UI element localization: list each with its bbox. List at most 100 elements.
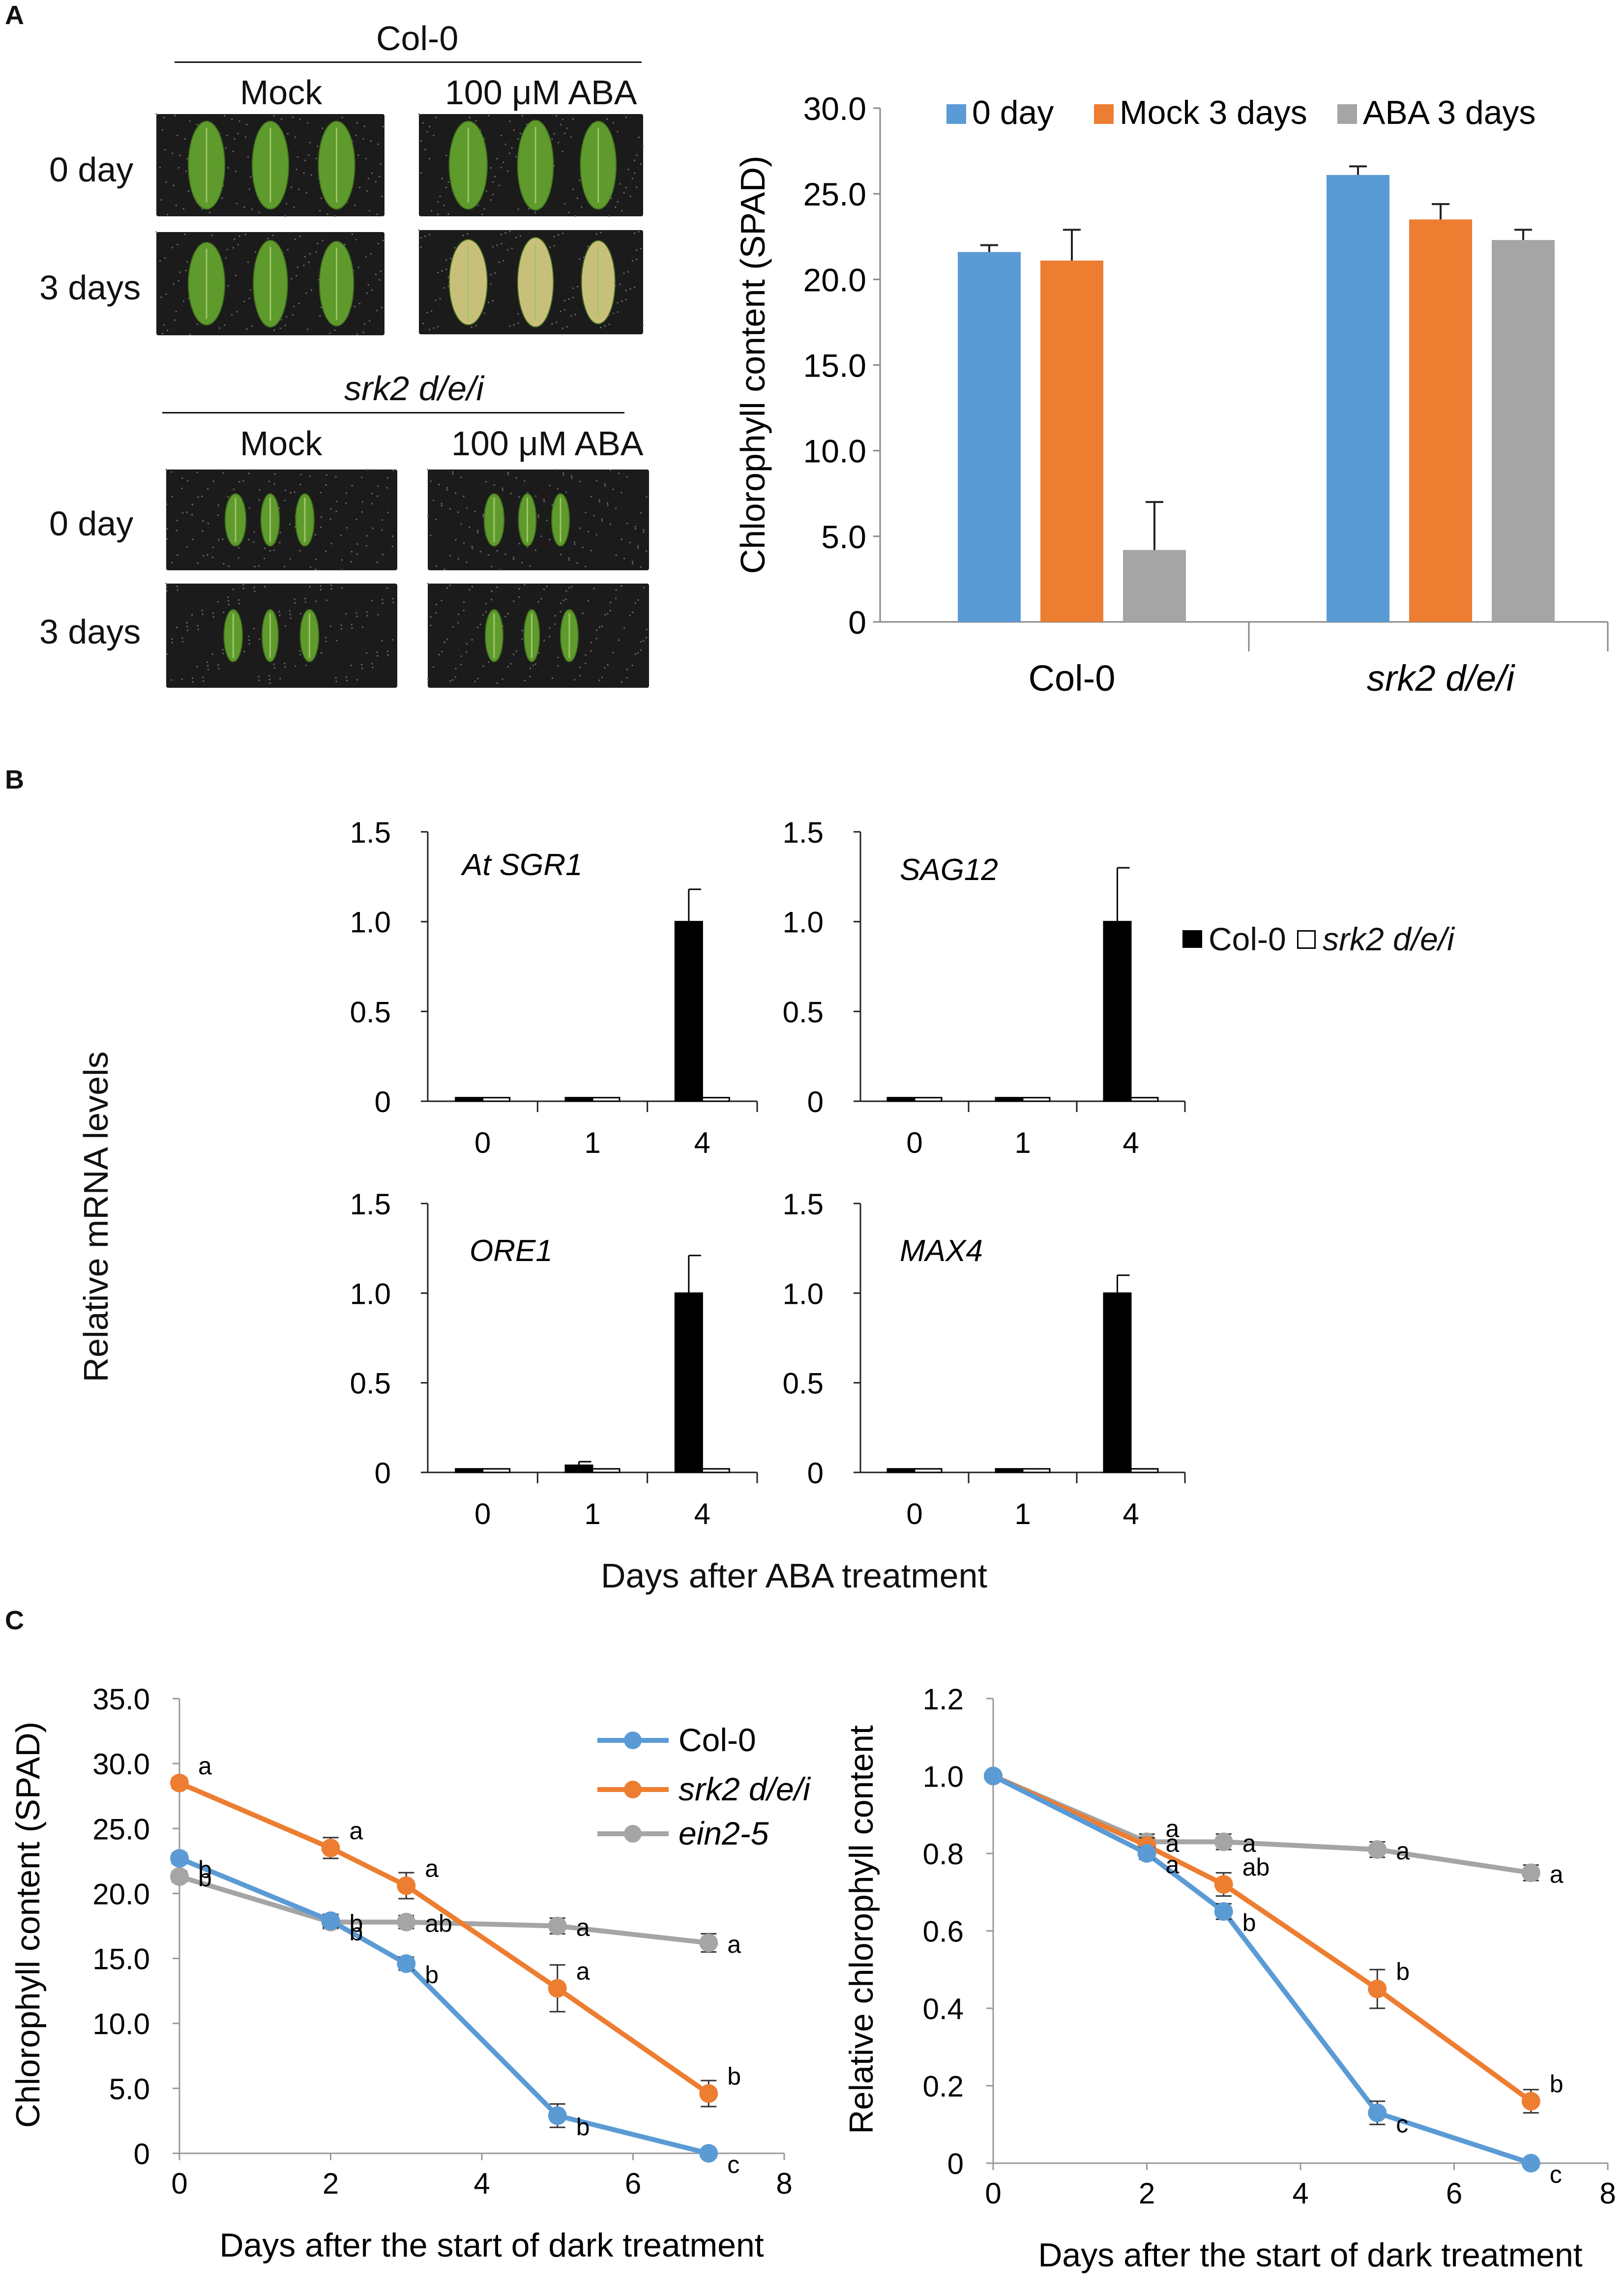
photo-speckle — [250, 289, 252, 291]
photo-speckle — [629, 542, 631, 544]
photo-speckle — [218, 539, 220, 541]
photo-speckle — [585, 654, 587, 656]
c-y-tick-label: 0 — [134, 2138, 150, 2171]
photo-speckle — [284, 565, 286, 567]
panel-letter-b: B — [5, 765, 24, 794]
photo-speckle — [607, 502, 609, 504]
photo-speckle — [372, 527, 374, 529]
photo-speckle — [391, 545, 393, 547]
photo-speckle — [610, 601, 612, 603]
photo-speckle — [518, 588, 520, 590]
b-bar — [591, 1097, 620, 1102]
photo-speckle — [253, 541, 255, 543]
photo-speckle — [494, 272, 496, 274]
photo-speckle — [264, 558, 266, 559]
photo-speckle — [518, 543, 520, 545]
photo-speckle — [197, 562, 199, 564]
photo-speckle — [161, 332, 164, 334]
b-y-tick-label: 0.5 — [783, 996, 824, 1028]
photo-speckle — [181, 678, 183, 680]
photo-speckle — [376, 213, 378, 215]
photo-speckle — [601, 676, 603, 678]
photo-speckle — [587, 245, 589, 247]
photo-speckle — [329, 518, 332, 520]
photo-speckle — [202, 613, 204, 615]
photo-speckle — [366, 469, 368, 470]
photo-speckle — [420, 237, 422, 239]
photo-speckle — [549, 627, 551, 629]
photo-speckle — [264, 547, 266, 549]
photo-speckle — [471, 547, 473, 549]
photo-speckle — [595, 233, 597, 235]
photo-speckle — [186, 625, 188, 627]
photo-speckle — [273, 483, 275, 485]
c-sig-letter: a — [1166, 1829, 1180, 1857]
photo-speckle — [621, 300, 623, 302]
c-sig-letter: b — [1396, 1958, 1410, 1986]
photo-speckle — [590, 550, 592, 552]
col0-header-rule — [175, 61, 642, 63]
photo-speckle — [570, 136, 572, 138]
photo-speckle — [640, 641, 642, 643]
c-sig-letter: b — [727, 2062, 741, 2090]
photo-speckle — [250, 176, 252, 178]
photo-speckle — [563, 132, 566, 135]
photo-speckle — [481, 213, 483, 215]
b-gene-label: MAX4 — [900, 1234, 983, 1268]
photo-speckle — [492, 246, 494, 248]
photo-speckle — [298, 302, 300, 304]
b-x-tick-label: 4 — [694, 1497, 710, 1530]
photo-speckle — [207, 554, 208, 556]
photo-speckle — [600, 326, 602, 328]
photo-speckle — [211, 234, 213, 236]
photo-speckle — [570, 315, 572, 317]
photo-speckle — [289, 523, 291, 525]
c-y-tick-label: 1.0 — [923, 1761, 964, 1793]
photo-speckle — [351, 485, 353, 487]
photo-speckle — [625, 117, 627, 118]
b-bar — [1103, 1292, 1132, 1473]
photo-speckle — [364, 323, 366, 325]
photo-speckle — [431, 310, 433, 312]
photo-speckle — [344, 243, 346, 245]
photo-speckle — [369, 210, 371, 212]
photo-speckle — [212, 546, 214, 548]
photo-speckle — [365, 652, 368, 654]
photo-speckle — [362, 331, 364, 333]
photo-speckle — [238, 481, 240, 483]
photo-speckle — [287, 249, 289, 251]
photo-speckle — [509, 152, 511, 154]
b-bar — [701, 1097, 730, 1102]
srk2-header-rule — [162, 412, 624, 413]
photo-speckle — [428, 234, 431, 235]
b-x-tick-label: 1 — [1014, 1497, 1031, 1530]
c-sig-letter: c — [1396, 2111, 1408, 2138]
photo-speckle — [493, 484, 496, 486]
b-bar — [1103, 921, 1132, 1102]
photo-speckle — [382, 602, 384, 604]
photo-speckle — [629, 615, 631, 617]
photo-speckle — [341, 628, 343, 630]
photo-speckle — [634, 653, 637, 655]
photo-speckle — [224, 115, 226, 117]
b-y-tick-label: 0.5 — [350, 996, 391, 1028]
c-point — [548, 1979, 567, 1998]
photo-speckle — [441, 177, 443, 179]
photo-speckle — [166, 653, 169, 655]
c-y-tick-label: 0.4 — [923, 1993, 964, 2026]
photo-speckle — [554, 615, 556, 617]
photo-speckle — [185, 269, 187, 271]
photo-speckle — [418, 113, 420, 115]
b-x-tick-label: 4 — [694, 1126, 710, 1159]
photo-speckle — [579, 666, 581, 669]
photo-speckle — [447, 213, 449, 215]
photo-speckle — [186, 158, 188, 160]
photo-speckle — [488, 661, 490, 663]
b-y-tick-label: 1.0 — [350, 1277, 391, 1310]
a-bar — [1327, 175, 1389, 622]
photo-speckle — [185, 170, 187, 172]
photo-speckle — [356, 543, 358, 545]
photo-speckle — [361, 476, 363, 478]
photo-speckle — [618, 472, 620, 474]
photo-speckle — [576, 197, 579, 199]
